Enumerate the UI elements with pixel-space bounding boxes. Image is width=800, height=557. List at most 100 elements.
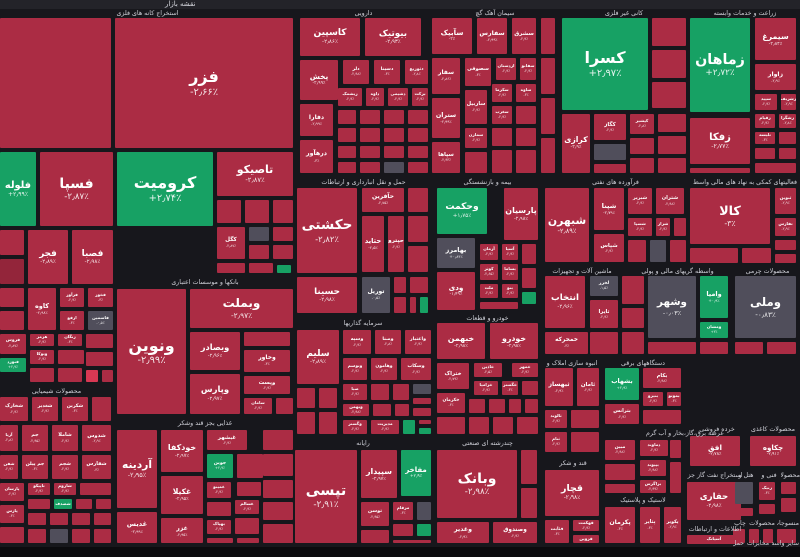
stock-tile-small[interactable]: [273, 227, 293, 241]
stock-tile-small[interactable]: [781, 498, 796, 512]
stock-tile-small[interactable]: [521, 488, 537, 518]
stock-tile-small[interactable]: [408, 216, 428, 242]
stock-tile[interactable]: بساما -۲٫۹٪: [502, 264, 518, 280]
stock-tile[interactable]: اردستان -۲٫۹٪: [496, 58, 516, 80]
stock-tile-small[interactable]: [410, 297, 416, 313]
stock-tile-small[interactable]: [670, 240, 686, 262]
stock-tile[interactable]: توسن -۲٫۹۵٪: [361, 502, 389, 526]
stock-tile[interactable]: غدیس -۲٫۹۹٪: [117, 512, 157, 543]
stock-tile[interactable]: حکشتی -۲٫۸۲٪: [297, 188, 357, 273]
stock-tile-small[interactable]: [244, 332, 290, 346]
stock-tile[interactable]: قچار -۲٫۹۸٪: [545, 470, 599, 516]
stock-tile-small[interactable]: [28, 529, 46, 543]
stock-tile[interactable]: فزر -۲٫۶۶٪: [115, 18, 293, 148]
stock-tile-small[interactable]: [217, 263, 245, 273]
stock-tile[interactable]: حفاری -۲٫۹۸٪: [687, 482, 741, 520]
stock-tile-small[interactable]: [273, 200, 293, 223]
stock-tile-small[interactable]: [50, 529, 68, 543]
stock-tile[interactable]: دتوزیع -۲٫۸٪: [405, 60, 428, 84]
stock-tile-small[interactable]: [408, 128, 428, 142]
stock-tile[interactable]: فجر -۲٫۸۹٪: [28, 230, 68, 284]
stock-tile-small[interactable]: [735, 482, 753, 504]
stock-tile[interactable]: فرآور -۲٫۹٪: [60, 288, 84, 307]
stock-tile[interactable]: آریا -۲٫۸٪: [0, 425, 18, 451]
stock-tile[interactable]: [0, 18, 111, 148]
stock-tile[interactable]: افق -۲٫۷۸٪: [690, 436, 740, 466]
stock-tile[interactable]: ساربیل -۲٫۹٪: [465, 90, 487, 124]
stock-tile-small[interactable]: [622, 308, 644, 328]
stock-tile[interactable]: شپنا -۲٫۷۹٪: [594, 188, 624, 230]
stock-tile-small[interactable]: [237, 482, 261, 496]
stock-tile-small[interactable]: [217, 200, 241, 223]
stock-tile[interactable]: بنو -۲٫۹٪: [502, 284, 518, 298]
stock-tile[interactable]: سصوفی -۳٪: [465, 58, 491, 86]
stock-tile[interactable]: شاملا -۲٫۹٪: [52, 425, 78, 451]
stock-tile[interactable]: فروس -۲٫۸۷٪: [0, 334, 26, 354]
stock-tile-small[interactable]: [30, 368, 54, 382]
stock-tile-small[interactable]: [781, 482, 796, 494]
stock-tile[interactable]: وگستر -۲٫۹٪: [343, 420, 367, 434]
stock-tile-small[interactable]: [571, 432, 599, 452]
stock-tile-small[interactable]: [28, 513, 46, 525]
stock-tile[interactable]: ودی -۱٫۴۹٪: [437, 272, 475, 310]
stock-tile-small[interactable]: [207, 538, 233, 543]
stock-tile-small[interactable]: [775, 254, 796, 263]
stock-tile[interactable]: خاذین -۲٫۵٪: [474, 363, 502, 377]
stock-tile[interactable]: خبهمن -۲٫۹۸٪: [437, 323, 485, 359]
stock-tile-small[interactable]: [605, 464, 635, 480]
stock-tile-small[interactable]: [360, 128, 380, 142]
stock-tile-small[interactable]: [72, 529, 90, 543]
stock-tile[interactable]: شخارک -۲٫۹٪: [0, 397, 28, 421]
stock-tile[interactable]: کرومیت +۲٫۷۴٪: [117, 152, 213, 226]
stock-tile-small[interactable]: [96, 499, 111, 509]
stock-tile-small[interactable]: [622, 276, 644, 304]
stock-tile[interactable]: برکت -۲٫۹٪: [412, 88, 428, 106]
stock-tile[interactable]: دسینا -۳٪: [374, 60, 400, 84]
stock-tile-small[interactable]: [361, 530, 389, 543]
stock-tile[interactable]: وبانک -۲٫۹۸٪: [437, 450, 517, 518]
stock-tile[interactable]: شجم -۲٫۹٪: [52, 455, 78, 479]
stock-tile-small[interactable]: [0, 288, 24, 307]
stock-tile-small[interactable]: [690, 248, 738, 263]
stock-tile-small[interactable]: [80, 483, 111, 495]
stock-tile[interactable]: بشهاب +۲٫۹٪: [605, 368, 639, 400]
stock-tile[interactable]: وتوسم -۲٫۹٪: [343, 358, 367, 380]
stock-tile[interactable]: دماوند -۲٫۹٪: [640, 440, 668, 456]
stock-tile-small[interactable]: [469, 417, 489, 434]
stock-tile[interactable]: غزر -۲٫۹۵٪: [161, 518, 203, 543]
stock-tile[interactable]: ریشمک -۲٫۹٪: [338, 88, 362, 106]
stock-tile-small[interactable]: [50, 513, 68, 525]
stock-tile-small[interactable]: [394, 277, 406, 293]
stock-tile-small[interactable]: [522, 244, 536, 264]
stock-tile[interactable]: آرمان -۲٫۹٪: [480, 244, 498, 260]
stock-tile-small[interactable]: [0, 311, 24, 330]
stock-tile-small[interactable]: [384, 128, 404, 142]
stock-tile-small[interactable]: [394, 297, 406, 313]
stock-tile-small[interactable]: [516, 128, 536, 146]
stock-tile[interactable]: وپارس -۲٫۹۷٪: [190, 374, 240, 414]
stock-tile-small[interactable]: [650, 240, 666, 262]
stock-tile-small[interactable]: [779, 132, 796, 144]
stock-tile-small[interactable]: [480, 302, 518, 309]
stock-tile[interactable]: بهپاک -۲٫۹٪: [207, 520, 231, 534]
stock-tile[interactable]: رنیک -۳٪: [759, 482, 775, 500]
stock-tile-small[interactable]: [690, 168, 750, 173]
stock-tile[interactable]: صبا -۲٫۹٪: [343, 384, 367, 400]
stock-tile-small[interactable]: [0, 230, 24, 255]
stock-tile[interactable]: هرمز -۲٫۹٪: [30, 334, 54, 346]
stock-tile[interactable]: پارس -۳٪: [0, 505, 24, 523]
stock-tile-small[interactable]: [777, 529, 796, 543]
stock-tile[interactable]: خزامیا -۲٫۹٪: [474, 381, 498, 395]
stock-tile-small[interactable]: [297, 388, 315, 408]
stock-tile[interactable]: زقیام -۲٫۹٪: [755, 114, 775, 128]
stock-tile[interactable]: تاصیکو -۲٫۸۷٪: [217, 152, 293, 196]
stock-tile[interactable]: آسیا -۲٫۹٪: [502, 244, 518, 260]
stock-tile-small[interactable]: [652, 18, 686, 46]
stock-tile[interactable]: ومشان +۳٪: [700, 322, 728, 338]
stock-tile-small[interactable]: [413, 398, 431, 404]
stock-tile-small[interactable]: [516, 106, 536, 124]
stock-tile-small[interactable]: [413, 408, 431, 416]
stock-tile[interactable]: وبهمن -۲٫۹۸٪: [343, 404, 369, 416]
stock-tile[interactable]: پارسان -۲٫۹٪: [0, 483, 24, 501]
stock-tile-small[interactable]: [86, 334, 113, 348]
